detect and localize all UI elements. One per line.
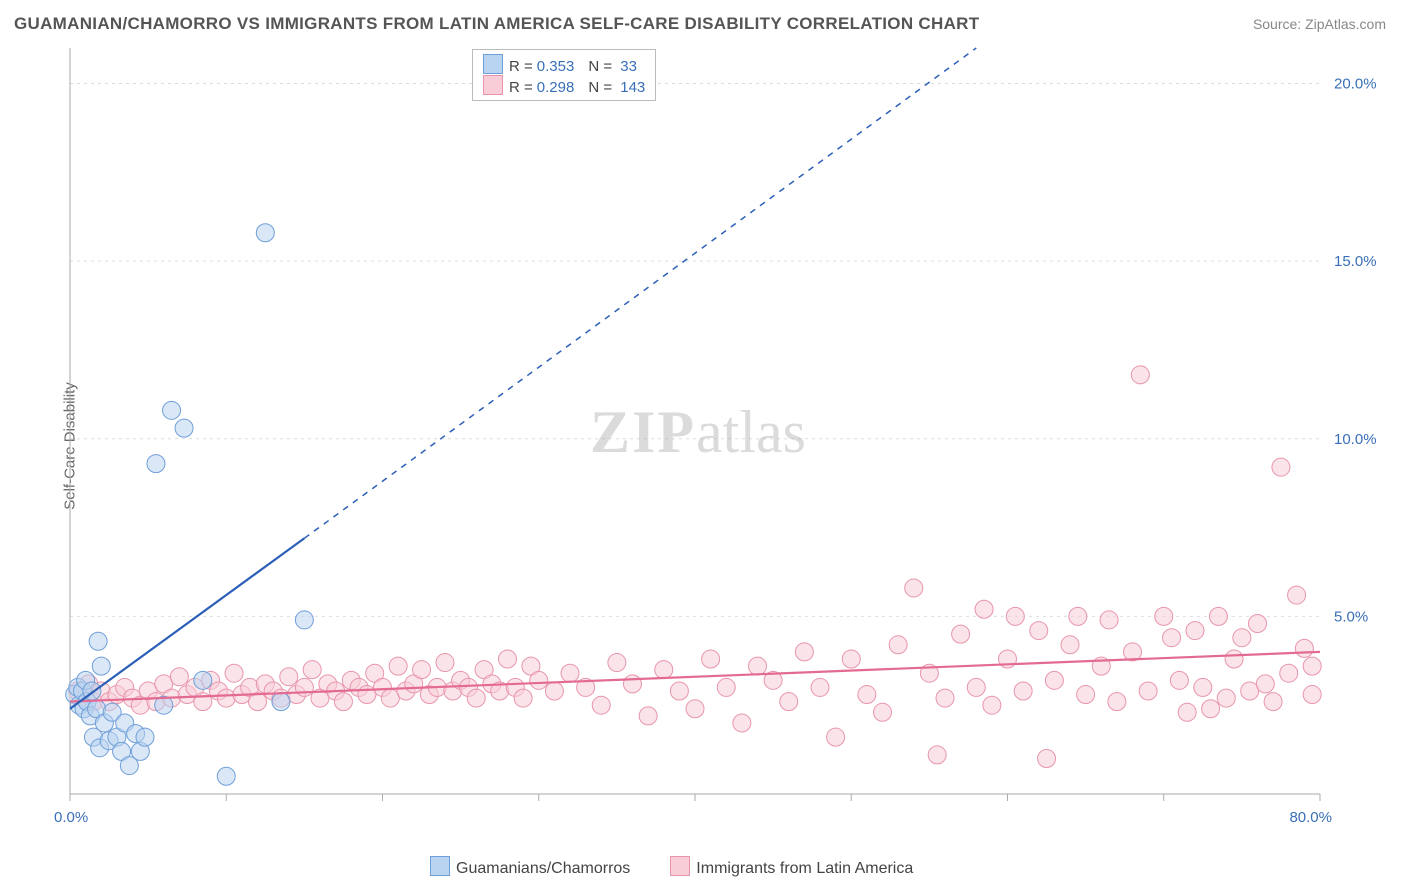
svg-text:5.0%: 5.0%	[1334, 608, 1368, 625]
series-b-points	[69, 366, 1321, 768]
legend-label: Guamanians/Chamorros	[456, 860, 630, 877]
chart-container: GUAMANIAN/CHAMORRO VS IMMIGRANTS FROM LA…	[0, 0, 1406, 892]
legend-swatch	[483, 54, 503, 74]
bottom-legend: Guamanians/Chamorros Immigrants from Lati…	[430, 856, 913, 878]
legend-swatch	[483, 75, 503, 95]
svg-text:15.0%: 15.0%	[1334, 253, 1377, 270]
n-label: N =	[588, 79, 612, 96]
source-label: Source: ZipAtlas.com	[1253, 16, 1386, 32]
stats-row: R =0.353 N = 33	[483, 54, 645, 75]
legend-item: Guamanians/Chamorros	[430, 860, 630, 877]
svg-text:10.0%: 10.0%	[1334, 431, 1377, 448]
r-value: 0.298	[537, 79, 575, 96]
legend-swatch	[430, 856, 450, 876]
n-value: 33	[616, 58, 637, 75]
svg-text:80.0%: 80.0%	[1289, 809, 1332, 826]
legend-item: Immigrants from Latin America	[670, 860, 913, 877]
r-label: R =	[509, 79, 533, 96]
r-label: R =	[509, 58, 533, 75]
chart-title: GUAMANIAN/CHAMORRO VS IMMIGRANTS FROM LA…	[14, 14, 979, 34]
n-label: N =	[588, 58, 612, 75]
gridlines	[70, 84, 1320, 617]
svg-text:20.0%: 20.0%	[1334, 76, 1377, 93]
stats-legend-box: R =0.353 N = 33 R =0.298 N = 143	[472, 49, 656, 101]
legend-swatch	[670, 856, 690, 876]
svg-text:0.0%: 0.0%	[54, 809, 88, 826]
n-value: 143	[616, 79, 645, 96]
r-value: 0.353	[537, 58, 575, 75]
legend-label: Immigrants from Latin America	[696, 860, 913, 877]
scatter-plot: 5.0% 10.0% 15.0% 20.0% 0.0% 80.0%	[50, 44, 1380, 834]
stats-row: R =0.298 N = 143	[483, 75, 645, 96]
